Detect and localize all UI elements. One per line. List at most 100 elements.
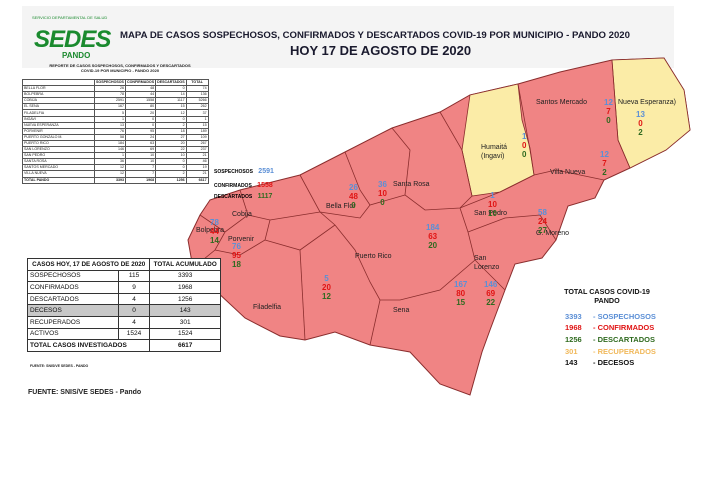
legend-item-label: - RECUPERADOS [593, 347, 656, 356]
municipality-counts-san-pedro: 1 10 10 [488, 191, 497, 218]
municipality-descartados-count: 0 [522, 150, 527, 159]
table-cell: 115 [117, 269, 151, 283]
table-cell: 1968 [124, 176, 157, 184]
municipality-counts-santa-rosa: 36 10 0 [378, 180, 387, 207]
municipality-label-porvenir: Porvenir [228, 236, 255, 243]
municipality-confirmados-count: 80 [456, 289, 466, 298]
municipality-confirmados-count: 10 [488, 200, 497, 209]
table-cell: SOSPECHOSOS [27, 269, 119, 283]
cases-row-activos: ACTIVOS 1524 1524 [27, 327, 221, 341]
municipality-confirmados-count: 48 [349, 192, 358, 201]
cobija-confirmados-label: CONFIRMADOS [214, 183, 252, 189]
municipality-descartados-count: 2 [602, 168, 607, 177]
municipality-label-nueva-esperanza: Nueva Esperanza) [618, 99, 676, 106]
cases-row-confirmados: CONFIRMADOS 9 1968 [27, 281, 221, 294]
cobija-descartados-label: DESCARTADOS [214, 194, 253, 200]
cases-row-descartados: DESCARTADOS 4 1256 [27, 292, 221, 306]
table-cell: 1256 [149, 292, 221, 306]
date-title: HOY 17 DE AGOSTO DE 2020 [290, 43, 472, 58]
municipality-sospechosos-count: 1 [490, 191, 495, 200]
municipality-counts-santos-mercado: 12 7 0 [604, 98, 613, 125]
municipality-sospechosos-count: 12 [604, 98, 613, 107]
municipality-counts-san-lorenzo: 146 69 22 [484, 280, 497, 307]
municipality-confirmados-count: 69 [486, 289, 496, 298]
municipality-confirmados-count: 0 [522, 141, 527, 150]
municipality-label-humaita-ingavi: Humaitá (Ingavi) [481, 144, 508, 160]
legend-item-label: - DESCARTADOS [593, 335, 655, 344]
table-cell: 143 [149, 304, 221, 317]
municipality-counts-porvenir: 76 95 18 [232, 242, 241, 269]
municipal-report-col-3: DESCARTADOS [155, 78, 187, 87]
municipality-label-bolpebra: Bolpebra [196, 227, 225, 234]
municipality-counts-bolpebra: 78 44 14 [210, 218, 219, 245]
legend-item-number: 1968 [565, 323, 582, 332]
municipality-counts-sena: 167 80 15 [454, 280, 467, 307]
legend-item: 3393 - SOSPECHOSOS [565, 312, 656, 321]
municipality-label-sena: Sena [393, 307, 410, 314]
municipality-descartados-count: 14 [210, 236, 219, 245]
municipality-label-santa-rosa: Santa Rosa [393, 181, 430, 188]
sedes-logo: SERVICIO DEPARTAMENTAL DE SALUD SEDES PA… [30, 8, 140, 63]
table-cell: 3393 [149, 269, 221, 283]
municipality-confirmados-count: 95 [232, 251, 241, 260]
cases-total-label: TOTAL CASOS INVESTIGADOS [26, 339, 151, 352]
logo-region: PANDO [62, 51, 91, 60]
municipality-sospechosos-count: 13 [636, 110, 645, 119]
legend-item: 1256 - DESCARTADOS [565, 335, 655, 344]
municipality-confirmados-count: 20 [322, 283, 331, 292]
municipality-confirmados-count: 0 [638, 119, 643, 128]
legend-item: 1968 - CONFIRMADOS [565, 323, 654, 332]
table-cell: ACTIVOS [27, 327, 119, 341]
municipality-label-santos-mercado: Santos Mercado [536, 99, 587, 106]
legend-item: 143 - DECESOS [565, 358, 634, 367]
municipality-descartados-count: 0 [380, 198, 385, 207]
cobija-confirmados-value: 1558 [257, 182, 273, 189]
municipality-sospechosos-count: 12 [600, 150, 609, 159]
municipal-borders [192, 59, 631, 346]
municipality-label-san-pedro: San Pedro [474, 210, 508, 217]
table-cell: 0 [117, 304, 151, 317]
municipality-sospechosos-count: 5 [324, 274, 329, 283]
table-cell: 3393 [94, 176, 126, 184]
municipality-sospechosos-count: 26 [349, 183, 358, 192]
municipal-report-col-1: SOSPECHOSOS [94, 78, 126, 87]
table-cell: 1968 [149, 281, 221, 294]
municipality-descartados-count: 0 [606, 116, 611, 125]
legend-item-label: - CONFIRMADOS [593, 323, 655, 332]
municipality-descartados-count: 2 [638, 128, 643, 137]
municipality-label-san-lorenzo: San Lorenzo [474, 255, 500, 271]
municipality-counts-filadelfia: 5 20 12 [322, 274, 331, 301]
municipality-descartados-count: 12 [322, 292, 331, 301]
cases-total-value: 6617 [149, 339, 221, 352]
legend-title-line2: PANDO [594, 296, 620, 305]
table-cell: 6617 [185, 176, 209, 184]
legend-item: 301 - RECUPERADOS [565, 347, 656, 356]
cases-today-header: CASOS HOY, 17 DE AGOSTO DE 2020 TOTAL AC… [26, 258, 221, 271]
municipality-descartados-count: 22 [486, 298, 496, 307]
legend-item-number: 3393 [565, 312, 582, 321]
table-cell: 1256 [155, 176, 187, 184]
municipality-label-g-moreno: G. Moreno [536, 230, 570, 237]
table-cell: CONFIRMADOS [27, 281, 119, 294]
municipality-sospechosos-count: 146 [484, 280, 498, 289]
logo-subtitle: SERVICIO DEPARTAMENTAL DE SALUD [32, 15, 108, 20]
cases-row-sospechosos: SOSPECHOSOS 115 3393 [27, 269, 221, 283]
cases-footnote: FUENTE: SNIS/VE SEDES - PANDO [30, 364, 89, 368]
table-row: PUERTO GONZALO M. 58 24 27 109 [22, 133, 209, 141]
municipality-descartados-count: 18 [232, 260, 241, 269]
municipality-confirmados-count: 44 [210, 227, 219, 236]
cobija-descartados: DESCARTADOS 1117 [214, 193, 272, 200]
region-nueva-esperanza [611, 57, 691, 169]
table-cell: DESCARTADOS [27, 292, 119, 306]
legend-item-number: 143 [565, 358, 578, 367]
municipal-report-title-line2: COVID-19 POR MUNICIPIO - PANDO 2020 [80, 68, 160, 73]
cobija-sospechosos: SOSPECHOSOS 2591 [214, 168, 274, 175]
legend-item-label: - DECESOS [593, 358, 635, 367]
header-band [22, 6, 674, 68]
municipality-descartados-count: 10 [488, 209, 497, 218]
municipality-counts-villa-nueva: 12 7 2 [600, 150, 609, 177]
municipality-label-cobija: Cobija [232, 211, 252, 218]
municipality-descartados-count: 20 [428, 241, 438, 250]
municipality-descartados-count: 15 [456, 298, 466, 307]
